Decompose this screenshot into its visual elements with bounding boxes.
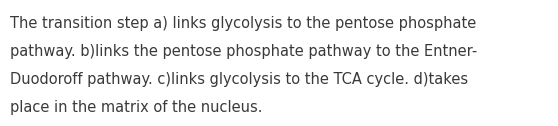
Text: place in the matrix of the nucleus.: place in the matrix of the nucleus. [10,100,263,115]
Text: pathway. b)links the pentose phosphate pathway to the Entner-: pathway. b)links the pentose phosphate p… [10,44,477,59]
Text: Duodoroff pathway. c)links glycolysis to the TCA cycle. d)takes: Duodoroff pathway. c)links glycolysis to… [10,72,468,87]
Text: The transition step a) links glycolysis to the pentose phosphate: The transition step a) links glycolysis … [10,16,477,31]
